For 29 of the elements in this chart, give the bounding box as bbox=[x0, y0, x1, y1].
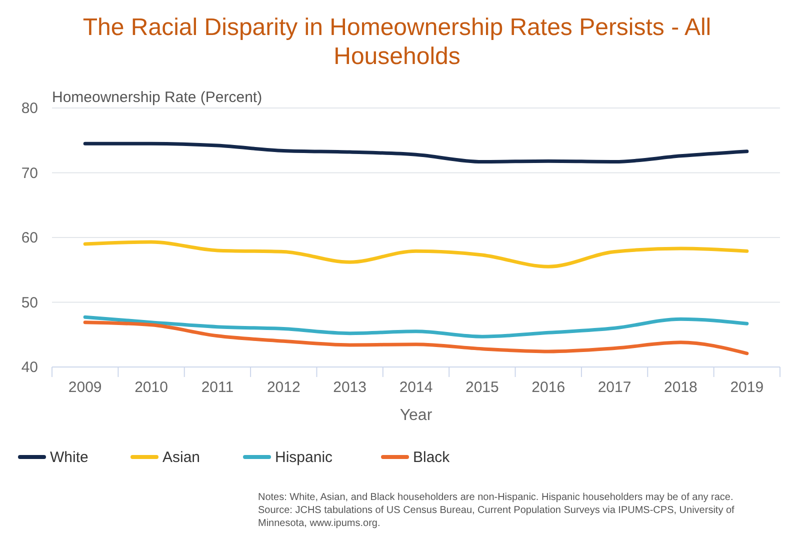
text: Notes: White, Asian, and Black householders are non-Hispanic. Hispanic householders may be of any race. bbox=[258, 492, 734, 503]
line-series bbox=[83, 240, 749, 268]
y-axis-title: Homeownership Rate (Percent) bbox=[52, 89, 262, 106]
x-axis-title: Year bbox=[400, 407, 433, 424]
x-tick-label: 2019 bbox=[730, 379, 764, 396]
x-tick-label: 2015 bbox=[465, 379, 499, 396]
x-tick-label: 2013 bbox=[333, 379, 367, 396]
chart-title: The Racial Disparity in Homeownership Rates Persists - All Households bbox=[82, 14, 712, 70]
y-tick-label: 40 bbox=[21, 359, 38, 376]
y-tick-label: 70 bbox=[21, 164, 38, 182]
y-tick-label: 50 bbox=[21, 294, 38, 312]
legend-label: Hispanic bbox=[275, 449, 334, 466]
x-tick-label: 2012 bbox=[266, 379, 300, 396]
line-series bbox=[83, 320, 749, 356]
x-tick-label: 2018 bbox=[664, 379, 698, 396]
x-tick-label: 2009 bbox=[68, 379, 102, 396]
legend-label: Black bbox=[413, 449, 450, 466]
y-tick-label: 80 bbox=[21, 100, 38, 117]
x-tick-label: 2010 bbox=[134, 379, 168, 396]
line-series bbox=[83, 315, 749, 338]
x-tick-label: 2017 bbox=[598, 379, 632, 396]
y-tick-label: 60 bbox=[21, 230, 38, 246]
legend-label: Asian bbox=[162, 449, 200, 466]
x-tick-label: 2016 bbox=[532, 379, 566, 396]
x-tick-label: 2011 bbox=[201, 379, 234, 396]
x-tick-label: 2014 bbox=[399, 379, 433, 396]
source-note: Source: JCHS tabulations of US Census Bureau, Current Population Surveys via IPUMS-CPS, University of Minnesota, www.ipums.org. bbox=[258, 505, 735, 529]
legend-label: White bbox=[50, 449, 88, 466]
line-series bbox=[83, 142, 749, 164]
